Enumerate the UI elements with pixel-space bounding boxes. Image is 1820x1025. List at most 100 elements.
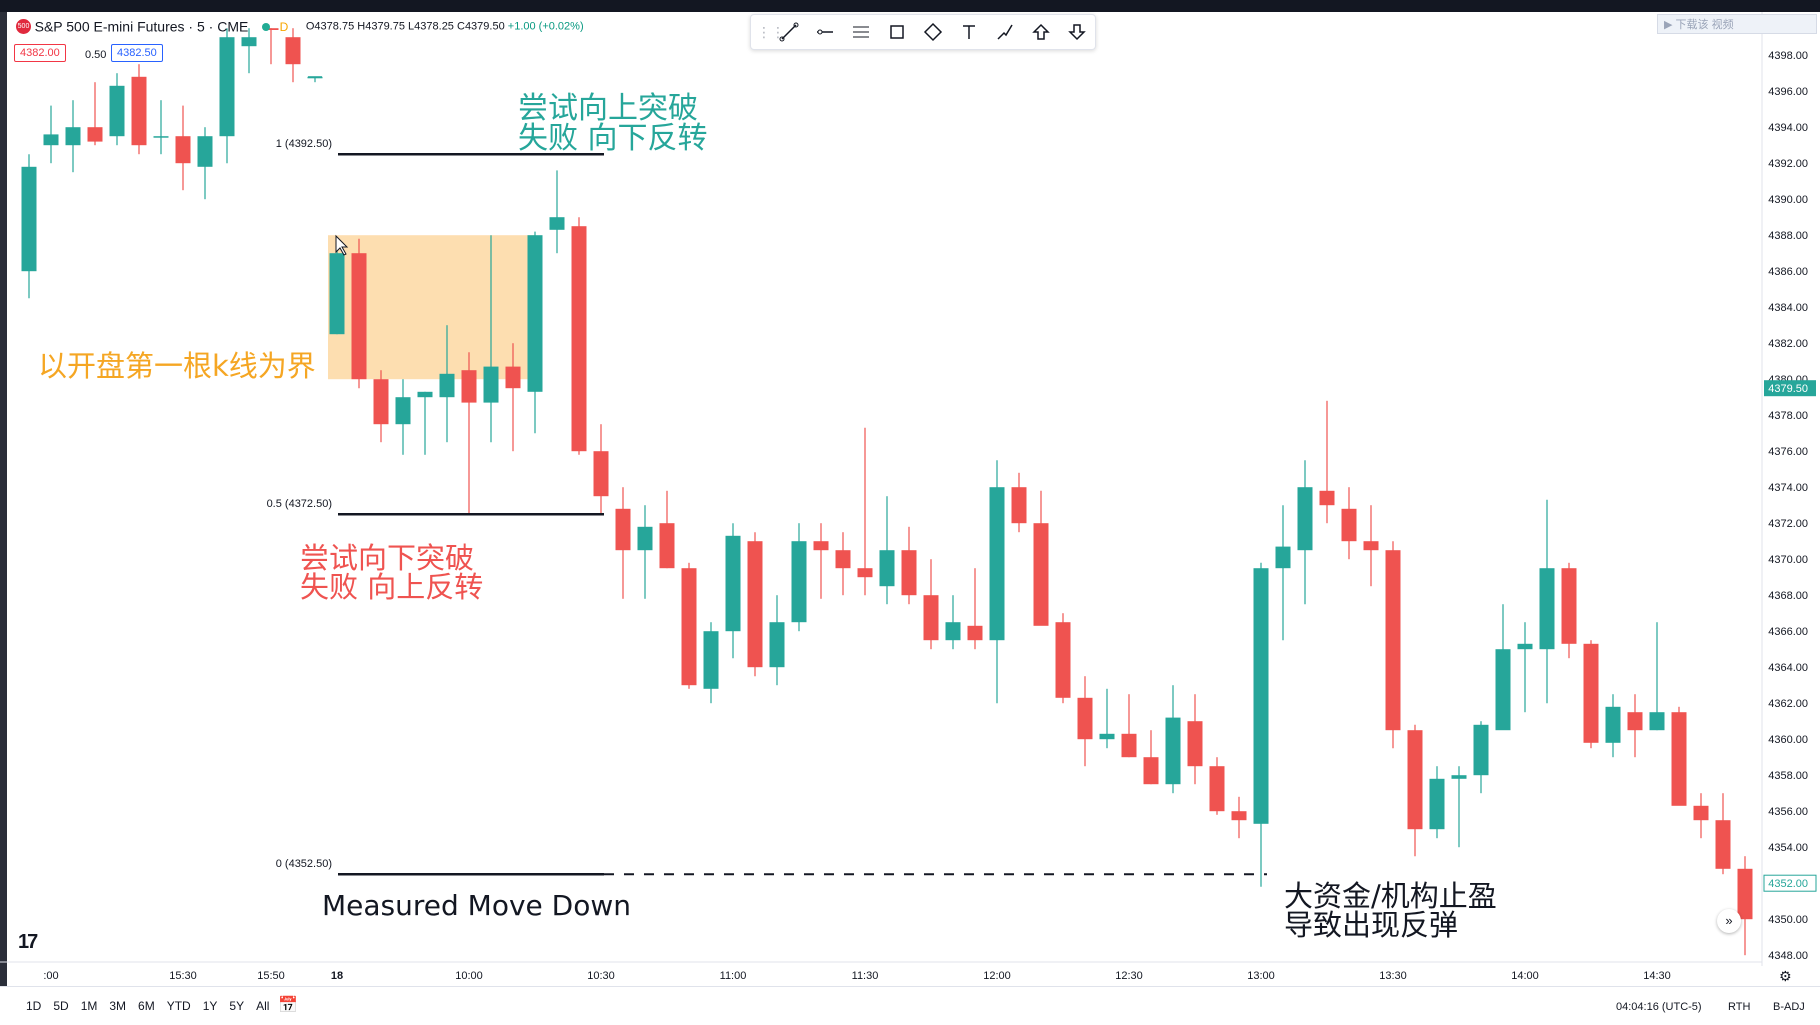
parallel-channel-icon[interactable] (843, 17, 879, 47)
chart-annotation: 失败 向下反转 (518, 121, 708, 156)
range-6m[interactable]: 6M (138, 999, 155, 1013)
price-tick-label: 4398.00 (1768, 50, 1808, 62)
candle-body (1121, 733, 1137, 758)
candle-body (241, 37, 257, 47)
drawing-toolbar[interactable]: ⋮⋮ (750, 14, 1096, 50)
trend-line-icon[interactable] (771, 17, 807, 47)
range-1y[interactable]: 1Y (202, 999, 218, 1013)
candle-body (1429, 778, 1445, 830)
time-tick-label: 11:00 (720, 970, 747, 982)
price-tick-label: 4358.00 (1768, 770, 1808, 782)
fib-level-label: 0.5 (4372.50) (267, 498, 332, 510)
candle-body (1297, 487, 1313, 551)
candle-body (1693, 805, 1709, 821)
range-ytd[interactable]: YTD (166, 999, 191, 1013)
candle-body (153, 136, 169, 138)
delayed-flag: D (279, 19, 289, 34)
candle-body (989, 487, 1005, 641)
change-value: +1.00 (+0.02%) (507, 20, 584, 33)
candle-body (131, 76, 147, 146)
candle-body (747, 541, 763, 668)
candle-body (1737, 868, 1753, 920)
go-to-date-icon[interactable]: 📅 (278, 997, 298, 1014)
range-3m[interactable]: 3M (109, 999, 127, 1013)
arrow-up-icon[interactable] (1023, 17, 1059, 47)
drag-handle-icon[interactable]: ⋮⋮ (757, 23, 785, 40)
symbol-legend[interactable]: 500 S&P 500 E-mini Futures · 5 · CME D O… (16, 18, 584, 35)
chart-annotation: Measured Move Down (322, 889, 631, 922)
rotated-rectangle-icon[interactable] (915, 17, 951, 47)
candle-body (1385, 550, 1401, 731)
horizontal-ray-icon[interactable] (807, 17, 843, 47)
bottom-toolbar: 1D 5D 1M 3M 6M YTD 1Y 5Y All 📅 04:04:16 … (0, 986, 1820, 1025)
candle-body (197, 136, 213, 167)
arrow-down-icon[interactable] (1059, 17, 1095, 47)
candle-body (1473, 724, 1489, 776)
buy-price-button[interactable]: 4382.50 (111, 44, 163, 62)
symbol-title[interactable]: S&P 500 E-mini Futures · 5 · CME (34, 18, 249, 35)
live-price-label: 4352.00 (1768, 878, 1808, 890)
candle-body (1055, 622, 1071, 698)
candle-body (65, 127, 81, 146)
candle-body (461, 370, 477, 403)
range-5d[interactable]: 5D (53, 999, 69, 1013)
ohlc-readout: O4378.75 H4379.75 L4378.25 C4379.50 +1.0… (306, 21, 584, 33)
download-watermark[interactable]: ▶ 下载该 视频 (1657, 14, 1817, 34)
clock[interactable]: 04:04:16 (UTC-5) (1616, 1001, 1702, 1013)
candle-body (527, 235, 543, 392)
price-tick-label: 4354.00 (1768, 842, 1808, 854)
candle-body (263, 28, 279, 30)
rectangle-icon[interactable] (879, 17, 915, 47)
time-tick-label: 11:30 (852, 970, 879, 982)
candle-body (593, 451, 609, 497)
price-tick-label: 4388.00 (1768, 230, 1808, 242)
candle-body (1561, 568, 1577, 644)
candle-body (549, 217, 565, 230)
candle-body (835, 550, 851, 569)
candle-body (109, 85, 125, 137)
candle-body (1165, 717, 1181, 785)
time-tick-label: 14:30 (1643, 970, 1671, 982)
text-icon[interactable] (951, 17, 987, 47)
range-1d[interactable]: 1D (26, 999, 42, 1013)
candle-body (1319, 490, 1335, 506)
price-tick-label: 4366.00 (1768, 626, 1808, 638)
candle-body (1341, 508, 1357, 542)
price-tick-label: 4362.00 (1768, 698, 1808, 710)
candle-body (1671, 712, 1687, 806)
candle-body (813, 541, 829, 551)
adjust-button[interactable]: B-ADJ (1773, 1001, 1805, 1013)
session-button[interactable]: RTH (1728, 1001, 1751, 1013)
range-5y[interactable]: 5Y (229, 999, 245, 1013)
candle-body (1627, 712, 1643, 731)
candle-body (21, 166, 37, 272)
chart-annotation: 以开盘第一根k线为界 (38, 349, 316, 383)
tradingview-logo[interactable]: 17 (18, 931, 38, 953)
candle-body (725, 535, 741, 632)
candle-body (1099, 733, 1115, 740)
price-tick-label: 4396.00 (1768, 86, 1808, 98)
path-icon[interactable] (987, 17, 1023, 47)
time-tick-label: 13:00 (1247, 970, 1275, 982)
price-tick-label: 4376.00 (1768, 446, 1808, 458)
axis-settings-icon[interactable]: ⚙ (1779, 968, 1792, 984)
candle-body (901, 550, 917, 596)
symbol-badge: 500 (16, 19, 31, 35)
range-all[interactable]: All (256, 999, 270, 1013)
sell-price-button[interactable]: 4382.00 (14, 44, 66, 62)
candle-body (571, 226, 587, 452)
candle-body (1275, 546, 1291, 569)
time-tick-label: :00 (43, 970, 58, 982)
candle-body (1253, 568, 1269, 824)
time-tick-label: 13:30 (1379, 970, 1407, 982)
left-edge-bar (0, 12, 7, 1024)
candle-body (1033, 523, 1049, 626)
range-1m[interactable]: 1M (80, 999, 98, 1013)
low-value: L4378.25 (408, 20, 454, 33)
candle-body (945, 622, 961, 641)
candle-body (395, 397, 411, 425)
price-tick-label: 4350.00 (1768, 914, 1808, 926)
collapse-button[interactable]: » (1717, 909, 1741, 933)
candle-body (1539, 568, 1555, 650)
candlestick-chart[interactable]: 1 (4392.50) 0.5 (4372.50) 0 (4352.50) 尝试向上突… (0, 0, 1820, 986)
